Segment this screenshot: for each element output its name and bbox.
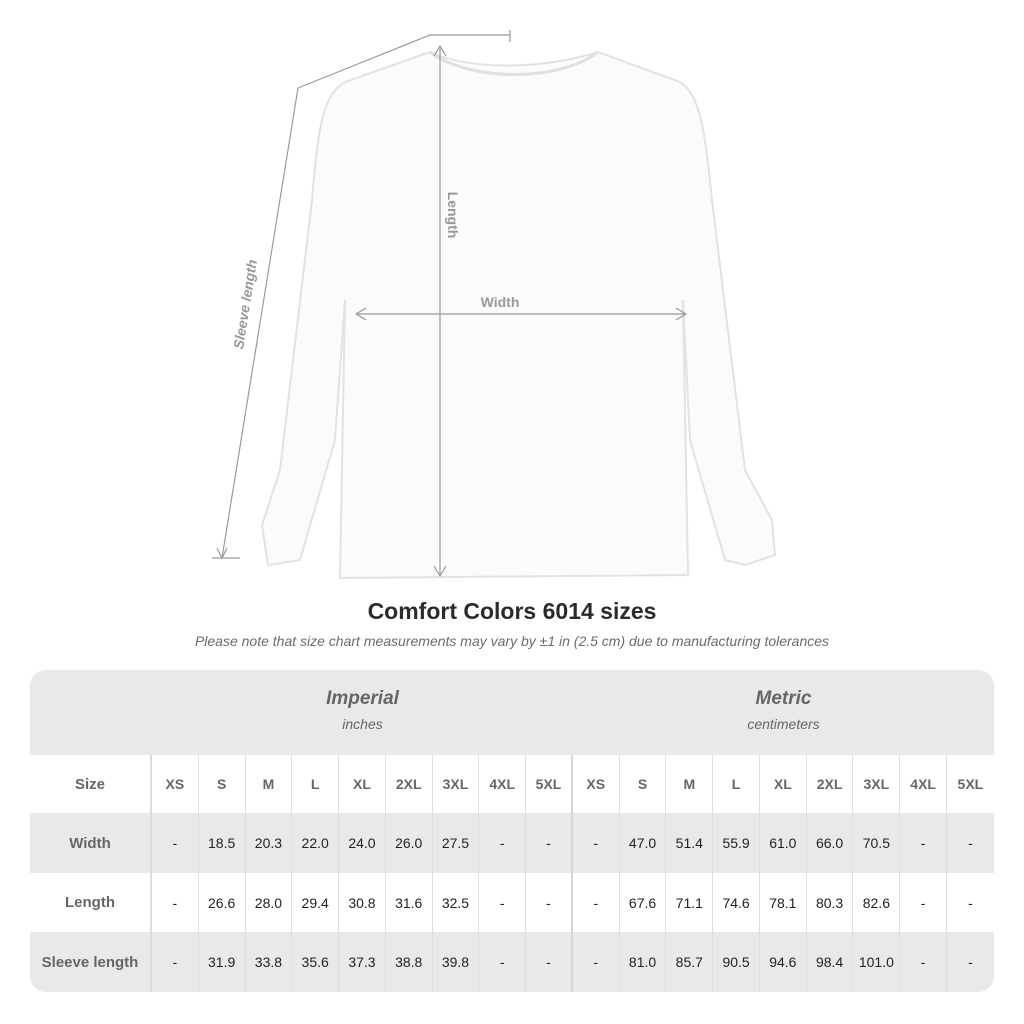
size-header-imperial: 4XL bbox=[479, 755, 527, 813]
metric-value-cell: 71.1 bbox=[666, 873, 714, 932]
metric-value-cell: 82.6 bbox=[853, 873, 901, 932]
imperial-value-cell: - bbox=[526, 873, 573, 932]
metric-value-cell: 85.7 bbox=[666, 932, 714, 992]
metric-value-cell: 55.9 bbox=[713, 813, 760, 873]
imperial-value-cell: 27.5 bbox=[433, 813, 480, 873]
width-label: Width bbox=[481, 294, 520, 310]
size-label: Size bbox=[30, 755, 152, 813]
imperial-value-cell: 37.3 bbox=[339, 932, 386, 992]
imperial-value-cell: 26.6 bbox=[199, 873, 246, 932]
metric-value-cell: - bbox=[573, 813, 620, 873]
imperial-value-cell: 31.6 bbox=[386, 873, 433, 932]
size-header-metric: S bbox=[620, 755, 667, 813]
metric-header: Metric centimeters bbox=[573, 670, 994, 755]
imperial-value-cell: 35.6 bbox=[292, 932, 340, 992]
size-header-imperial: 5XL bbox=[526, 755, 573, 813]
row-label: Length bbox=[30, 873, 152, 932]
size-header-imperial: 2XL bbox=[386, 755, 433, 813]
size-header-metric: L bbox=[713, 755, 760, 813]
chart-title: Comfort Colors 6014 sizes bbox=[367, 598, 657, 624]
size-header-metric: 5XL bbox=[957, 776, 984, 792]
size-header-row: Size XS S M L XL 2XL 3XL 4XL 5XL XS S M L XL 2XL 3XL 4XL 5… bbox=[30, 755, 994, 813]
imperial-value-cell: 28.0 bbox=[246, 873, 293, 932]
imperial-value-cell: - bbox=[152, 813, 199, 873]
metric-value-cell: 66.0 bbox=[807, 813, 854, 873]
size-table: Imperial inches Metric centimeters Size X… bbox=[30, 670, 994, 992]
length-label: Length bbox=[445, 192, 461, 239]
imperial-value-cell: 20.3 bbox=[246, 813, 293, 873]
long-sleeve-shirt bbox=[260, 50, 777, 580]
imperial-value-cell: - bbox=[152, 873, 199, 932]
table-row: Width -18.5 20.3 22.0 24.0 26.0 27.5- - -47.0 51.… bbox=[30, 813, 994, 873]
size-header-imperial: S bbox=[199, 755, 246, 813]
metric-value-cell: 101.0 bbox=[853, 932, 901, 992]
imperial-value-cell: - bbox=[526, 932, 573, 992]
metric-value-cell: - bbox=[900, 873, 948, 932]
imperial-value-cell: 29.4 bbox=[292, 873, 340, 932]
metric-value-cell: - bbox=[968, 954, 973, 970]
imperial-value-cell: 30.8 bbox=[339, 873, 386, 932]
imperial-value-cell: 22.0 bbox=[292, 813, 340, 873]
metric-value-cell: 67.6 bbox=[620, 873, 667, 932]
metric-value-cell: - bbox=[968, 835, 973, 851]
metric-value-cell: 90.5 bbox=[713, 932, 760, 992]
metric-value-cell: 70.5 bbox=[853, 813, 901, 873]
size-header-imperial: M bbox=[246, 755, 293, 813]
size-header-metric: 2XL bbox=[807, 755, 854, 813]
size-header-metric: M bbox=[666, 755, 714, 813]
imperial-unit: inches bbox=[342, 716, 383, 732]
imperial-value-cell: 26.0 bbox=[386, 813, 433, 873]
table-row: Length -26.6 28.0 29.4 30.8 31.6 32.5- - -67.6 71… bbox=[30, 873, 994, 932]
metric-value-cell: 98.4 bbox=[807, 932, 854, 992]
imperial-header: Imperial inches bbox=[152, 670, 573, 755]
imperial-value-cell: - bbox=[479, 932, 527, 992]
imperial-value-cell: 18.5 bbox=[199, 813, 246, 873]
imperial-value-cell: 39.8 bbox=[433, 932, 480, 992]
size-header-metric: XS bbox=[573, 755, 620, 813]
metric-value-cell: 94.6 bbox=[760, 932, 807, 992]
tolerance-note: Please note that size chart measurements… bbox=[194, 633, 830, 649]
metric-value-cell: 80.3 bbox=[807, 873, 854, 932]
metric-value-cell: - bbox=[900, 932, 948, 992]
imperial-value-cell: - bbox=[526, 813, 573, 873]
metric-value-cell: 51.4 bbox=[666, 813, 714, 873]
metric-value-cell: 74.6 bbox=[713, 873, 760, 932]
imperial-value-cell: 32.5 bbox=[433, 873, 480, 932]
metric-title: Metric bbox=[755, 688, 812, 709]
metric-value-cell: - bbox=[573, 932, 620, 992]
metric-value-cell: - bbox=[573, 873, 620, 932]
imperial-value-cell: - bbox=[479, 813, 527, 873]
row-label: Sleeve length bbox=[30, 932, 152, 992]
measurement-lines bbox=[212, 30, 688, 578]
metric-value-cell: - bbox=[968, 894, 973, 911]
imperial-title: Imperial bbox=[326, 688, 399, 709]
imperial-value-cell: 31.9 bbox=[199, 932, 246, 992]
imperial-value-cell: 33.8 bbox=[246, 932, 293, 992]
metric-value-cell: 47.0 bbox=[620, 813, 667, 873]
size-header-metric: 4XL bbox=[900, 755, 948, 813]
metric-value-cell: 78.1 bbox=[760, 873, 807, 932]
size-header-imperial: XS bbox=[152, 755, 199, 813]
table-row: Sleeve length -31.9 33.8 35.6 37.3 38.8 39.8- -… bbox=[30, 932, 994, 992]
size-header-metric: XL bbox=[760, 755, 807, 813]
size-header-imperial: 3XL bbox=[433, 755, 480, 813]
imperial-value-cell: - bbox=[152, 932, 199, 992]
imperial-value-cell: - bbox=[479, 873, 527, 932]
metric-unit: centimeters bbox=[747, 716, 820, 732]
sleeve-length-label: Sleeve length bbox=[230, 258, 260, 350]
imperial-value-cell: 24.0 bbox=[339, 813, 386, 873]
metric-value-cell: 81.0 bbox=[620, 932, 667, 992]
imperial-value-cell: 38.8 bbox=[386, 932, 433, 992]
size-header-imperial: L bbox=[292, 755, 340, 813]
shirt-diagram: Length Width Sleeve length bbox=[212, 30, 777, 580]
metric-value-cell: - bbox=[900, 813, 948, 873]
size-header-metric: 3XL bbox=[853, 755, 901, 813]
row-label: Width bbox=[30, 813, 152, 873]
size-header-imperial: XL bbox=[339, 755, 386, 813]
metric-value-cell: 61.0 bbox=[760, 813, 807, 873]
